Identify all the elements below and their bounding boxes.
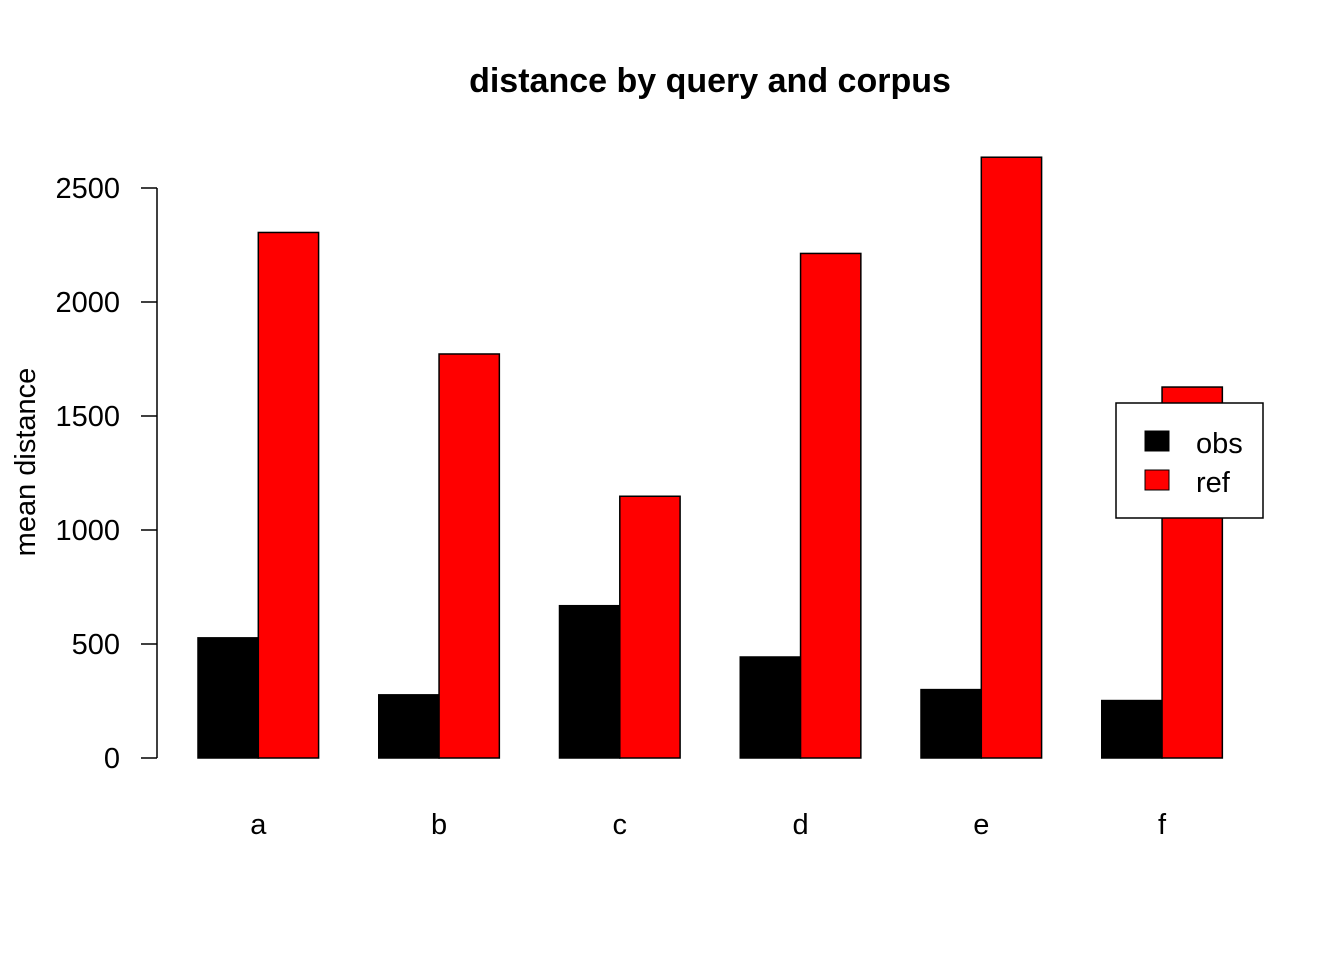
- y-tick-label: 1500: [55, 401, 120, 433]
- x-tick-label: f: [1158, 809, 1167, 841]
- y-tick-label: 1000: [55, 515, 120, 547]
- bar-ref-c: [619, 495, 681, 759]
- bar-obs-d: [739, 656, 802, 759]
- bar-ref-d: [799, 252, 862, 759]
- bar-obs-f: [1101, 699, 1163, 759]
- y-axis-label: mean distance: [10, 368, 42, 557]
- bar-obs-c: [558, 604, 621, 759]
- legend-box: [1115, 402, 1264, 519]
- bar-obs-e: [920, 688, 983, 759]
- x-tick-labels: a b c d e f: [250, 809, 1167, 841]
- bar-obs-a: [197, 637, 260, 759]
- x-tick-label: e: [973, 809, 989, 841]
- bar-ref-a: [257, 231, 320, 759]
- legend-swatch-obs: [1144, 430, 1170, 452]
- legend-label-obs: obs: [1196, 428, 1243, 460]
- x-tick-label: c: [613, 809, 628, 841]
- y-tick-label: 2000: [55, 287, 120, 319]
- bar-ref-e: [980, 156, 1043, 759]
- y-tick-label: 500: [72, 629, 120, 661]
- y-axis: 0 500 1000 1500 2000 2500: [55, 173, 158, 775]
- legend-label-ref: ref: [1196, 467, 1231, 499]
- y-tick-label: 0: [104, 743, 120, 775]
- y-tick-label: 2500: [55, 173, 120, 205]
- chart-title: distance by query and corpus: [469, 62, 951, 100]
- x-tick-label: d: [792, 809, 808, 841]
- x-tick-label: b: [431, 809, 447, 841]
- legend-swatch-ref: [1144, 469, 1170, 491]
- legend: obs ref: [1115, 402, 1264, 519]
- x-tick-label: a: [250, 809, 267, 841]
- bar-ref-b: [438, 353, 501, 759]
- bar-obs-b: [378, 694, 440, 759]
